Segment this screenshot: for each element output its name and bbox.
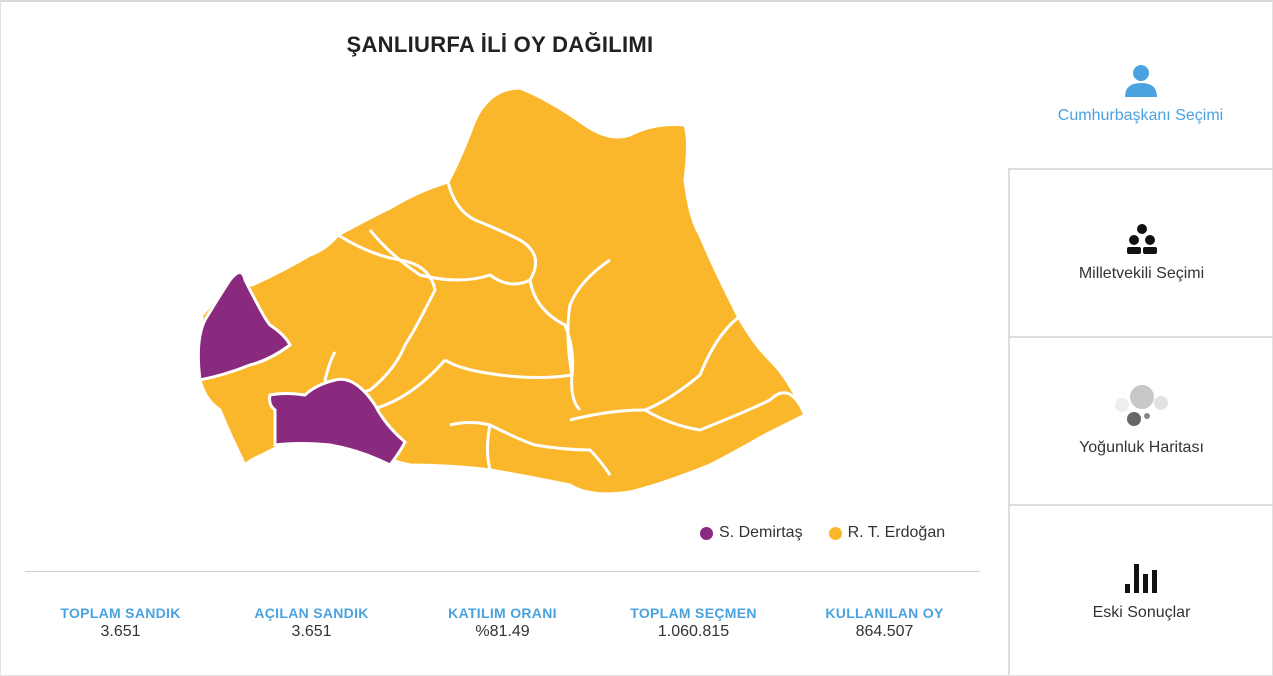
- stat-value: 3.651: [291, 623, 332, 640]
- stats-divider: [25, 571, 980, 572]
- group-icon: [1126, 224, 1157, 254]
- person-icon: [1124, 65, 1157, 97]
- bubbles-icon: [1114, 385, 1168, 426]
- map-region-demirtas-1[interactable]: [196, 271, 292, 382]
- sidebar-item-cumhurbaskani[interactable]: Cumhurbaşkanı Seçimi: [1008, 0, 1273, 168]
- stat-value: 864.507: [855, 623, 914, 640]
- map-region-demirtas-2[interactable]: [268, 377, 407, 467]
- map-legend: S. Demirtaş R. T. Erdoğan: [700, 524, 945, 542]
- legend-dot-icon: [828, 526, 842, 540]
- stat-label: KULLANILAN OY: [825, 605, 944, 621]
- legend-label: S. Demirtaş: [719, 524, 803, 541]
- stat-toplam-sandik: TOPLAM SANDIK 3.651: [25, 605, 216, 641]
- stats-bar: TOPLAM SANDIK 3.651 AÇILAN SANDIK 3.651 …: [25, 605, 980, 641]
- stat-label: TOPLAM SEÇMEN: [630, 605, 757, 621]
- stat-label: KATILIM ORANI: [448, 605, 557, 621]
- province-map: [196, 86, 807, 496]
- sidebar-item-label: Milletvekili Seçimi: [1078, 265, 1205, 282]
- stat-katilim-orani: KATILIM ORANI %81.49: [407, 605, 598, 641]
- sidebar: Cumhurbaşkanı Seçimi Milletvekili Seçimi…: [1008, 0, 1273, 675]
- stat-toplam-secmen: TOPLAM SEÇMEN 1.060.815: [598, 605, 789, 641]
- page-title: ŞANLIURFA İLİ OY DAĞILIMI: [346, 32, 654, 57]
- legend-item-erdogan: R. T. Erdoğan: [828, 524, 946, 542]
- stat-value: 1.060.815: [657, 623, 730, 640]
- sidebar-item-yogunluk[interactable]: Yoğunluk Haritası: [1008, 336, 1273, 506]
- stat-acilan-sandik: AÇILAN SANDIK 3.651: [216, 605, 407, 641]
- sidebar-item-milletvekili[interactable]: Milletvekili Seçimi: [1008, 168, 1273, 338]
- sidebar-item-label: Yoğunluk Haritası: [1079, 439, 1204, 456]
- stat-label: AÇILAN SANDIK: [254, 605, 369, 621]
- sidebar-item-eski-sonuclar[interactable]: Eski Sonuçlar: [1008, 504, 1273, 675]
- sidebar-item-label: Eski Sonuçlar: [1092, 603, 1191, 621]
- stat-value: %81.49: [475, 623, 530, 640]
- bar-chart-icon: [1124, 563, 1157, 593]
- legend-label: R. T. Erdoğan: [847, 524, 946, 541]
- stat-value: 3.651: [100, 623, 141, 640]
- legend-item-demirtas: S. Demirtaş: [700, 524, 803, 542]
- legend-dot-icon: [700, 526, 713, 540]
- stat-label: TOPLAM SANDIK: [60, 605, 181, 621]
- stat-kullanilan-oy: KULLANILAN OY 864.507: [789, 605, 980, 641]
- sidebar-item-label: Cumhurbaşkanı Seçimi: [1057, 107, 1224, 124]
